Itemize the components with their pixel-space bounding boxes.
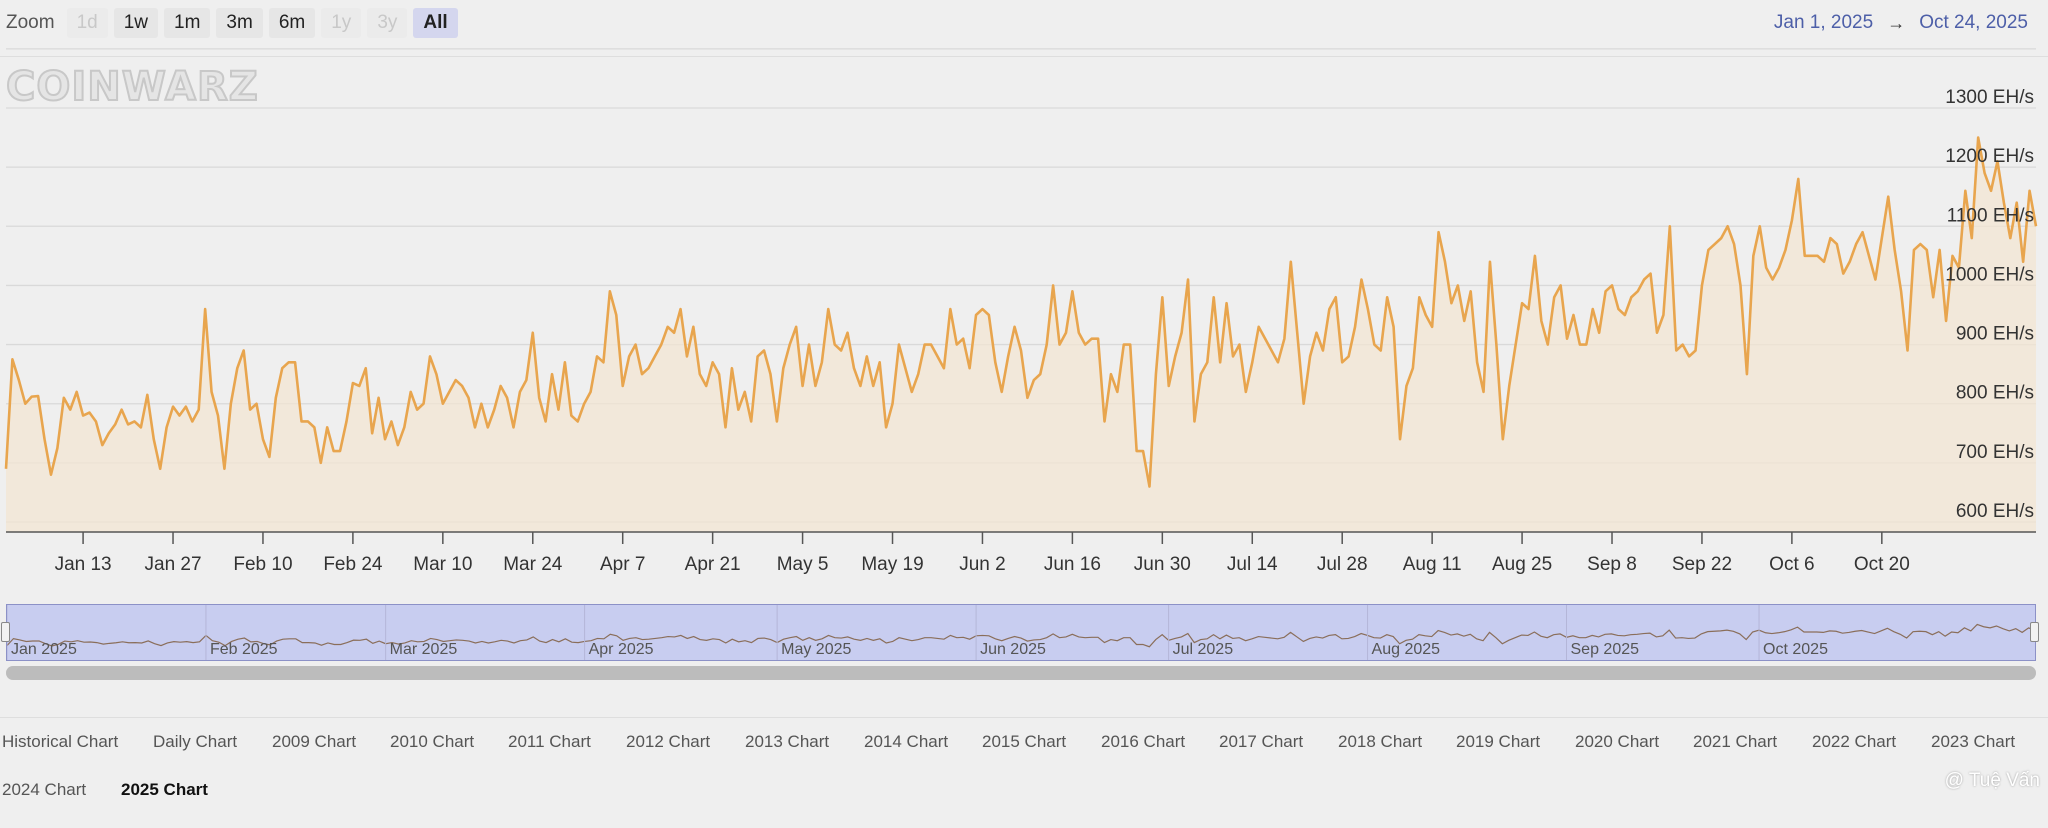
navigator-series: Jan 2025 Feb 2025 Mar 2025 Apr 2025 May 2025… — [7, 605, 2035, 660]
chart-link[interactable]: 2019 Chart — [1456, 732, 1541, 751]
chart-link[interactable]: Daily Chart — [153, 732, 238, 751]
hashrate-chart: COINWARZ 600 EH/s 700 EH/s 800 EH/s 900 EH/… — [4, 48, 2038, 575]
chart-links-row: 2024 Chart 2025 Chart — [0, 780, 2048, 802]
chart-link[interactable]: 2017 Chart — [1219, 732, 1304, 751]
zoom-toolbar: Zoom 1d 1w 1m 3m 6m 1y 3y All — [6, 8, 458, 38]
navigator-label: Apr 2025 — [589, 641, 654, 658]
navigator-label: Sep 2025 — [1571, 641, 1640, 658]
x-tick-label: Sep 8 — [1587, 554, 1637, 575]
zoom-3y-button[interactable]: 3y — [367, 8, 408, 38]
y-tick-label: 1100 EH/s — [1947, 205, 2034, 226]
chart-link[interactable]: 2014 Chart — [864, 732, 949, 751]
x-tick-label: Jul 14 — [1227, 554, 1278, 575]
x-tick-label: Feb 10 — [233, 554, 292, 575]
y-tick-label: 700 EH/s — [1956, 442, 2034, 463]
zoom-1w-button[interactable]: 1w — [113, 8, 159, 38]
chart-link[interactable]: 2018 Chart — [1338, 732, 1423, 751]
zoom-all-button[interactable]: All — [413, 8, 458, 38]
navigator-label: Oct 2025 — [1763, 641, 1828, 658]
chart-link[interactable]: 2011 Chart — [508, 732, 591, 751]
x-tick-label: Mar 24 — [503, 554, 563, 575]
x-tick-label: Jan 27 — [145, 554, 202, 575]
navigator-label: Jan 2025 — [11, 641, 77, 658]
y-tick-label: 1000 EH/s — [1945, 264, 2034, 285]
x-tick-label: Aug 25 — [1492, 554, 1552, 575]
x-tick-label: Apr 21 — [685, 554, 741, 575]
chart-link[interactable]: 2013 Chart — [745, 732, 830, 751]
x-tick-label: Jan 13 — [55, 554, 112, 575]
date-range-from-input[interactable]: Jan 1, 2025 — [1773, 12, 1874, 33]
chart-link[interactable]: 2016 Chart — [1101, 732, 1186, 751]
x-tick-label: Apr 7 — [600, 554, 645, 575]
x-tick-label: Oct 6 — [1769, 554, 1814, 575]
chart-link[interactable]: Historical Chart — [2, 732, 119, 751]
y-tick-label: 600 EH/s — [1956, 501, 2034, 522]
x-tick-label: Jun 30 — [1134, 554, 1191, 575]
navigator-label: Feb 2025 — [210, 641, 278, 658]
zoom-label: Zoom — [6, 12, 55, 33]
y-tick-label: 900 EH/s — [1956, 324, 2034, 345]
x-tick-label: Jul 28 — [1317, 554, 1368, 575]
x-tick-label: May 19 — [861, 554, 923, 575]
date-range: Jan 1, 2025 → Oct 24, 2025 — [1774, 12, 2028, 34]
chart-link[interactable]: 2015 Chart — [982, 732, 1067, 751]
divider — [0, 717, 2048, 718]
y-tick-label: 1300 EH/s — [1945, 87, 2034, 108]
y-tick-label: 800 EH/s — [1956, 383, 2034, 404]
chart-link[interactable]: 2023 Chart — [1931, 732, 2016, 751]
attribution-watermark: @ Tuệ Vấn — [1944, 770, 2040, 791]
chart-link[interactable]: 2020 Chart — [1575, 732, 1660, 751]
navigator-labels: Jan 2025 Feb 2025 Mar 2025 Apr 2025 May 2025… — [7, 605, 1828, 660]
zoom-1y-button[interactable]: 1y — [321, 8, 362, 38]
navigator-label: Mar 2025 — [390, 641, 458, 658]
y-axis: 600 EH/s 700 EH/s 800 EH/s 900 EH/s 1000 EH/… — [1945, 87, 2034, 522]
x-tick-label: Feb 24 — [323, 554, 383, 575]
arrow-right-icon: → — [1887, 12, 1906, 33]
scrollbar[interactable] — [6, 666, 2036, 680]
chart-link[interactable]: 2009 Chart — [272, 732, 357, 751]
navigator-line — [7, 623, 2035, 648]
x-tick-label: Sep 22 — [1672, 554, 1732, 575]
zoom-6m-button[interactable]: 6m — [268, 8, 316, 38]
navigator-label: Jul 2025 — [1173, 641, 1234, 658]
chart-link[interactable]: 2025 Chart — [121, 780, 208, 799]
navigator-label: Aug 2025 — [1372, 641, 1441, 658]
hashrate-line — [4, 136, 2038, 488]
x-axis-ticks: Jan 13 Jan 27 Feb 10 Feb 24 Mar 10 Mar 24 Apr … — [55, 532, 1910, 575]
chart-links-row: Historical Chart Daily Chart 2009 Chart 201… — [0, 732, 2048, 754]
navigator[interactable]: Jan 2025 Feb 2025 Mar 2025 Apr 2025 May 2025… — [6, 604, 2036, 661]
x-tick-label: Mar 10 — [413, 554, 472, 575]
divider — [0, 56, 2048, 57]
y-tick-label: 1200 EH/s — [1945, 146, 2034, 167]
hashrate-area — [6, 137, 2036, 532]
coinwarz-watermark: COINWARZ — [6, 64, 259, 110]
chart-links: Historical Chart Daily Chart 2009 Chart 201… — [0, 732, 2048, 828]
zoom-3m-button[interactable]: 3m — [216, 8, 263, 38]
chart-link[interactable]: 2021 Chart — [1693, 732, 1778, 751]
chart-link[interactable]: 2012 Chart — [626, 732, 711, 751]
scrollbar-thumb[interactable] — [6, 666, 2036, 680]
x-tick-label: Oct 20 — [1854, 554, 1910, 575]
navigator-label: Jun 2025 — [980, 641, 1046, 658]
zoom-1d-button[interactable]: 1d — [66, 8, 108, 38]
chart-link[interactable]: 2022 Chart — [1812, 732, 1897, 751]
chart-link[interactable]: 2010 Chart — [390, 732, 475, 751]
x-tick-label: Aug 11 — [1403, 554, 1462, 575]
x-tick-label: Jun 2 — [959, 554, 1005, 575]
navigator-left-handle[interactable] — [1, 622, 10, 642]
chart-link[interactable]: 2024 Chart — [2, 780, 87, 799]
x-tick-label: May 5 — [777, 554, 829, 575]
zoom-1m-button[interactable]: 1m — [164, 8, 211, 38]
navigator-right-handle[interactable] — [2030, 622, 2039, 642]
navigator-label: May 2025 — [781, 641, 851, 658]
x-tick-label: Jun 16 — [1044, 554, 1101, 575]
date-range-to-input[interactable]: Oct 24, 2025 — [1919, 12, 2028, 33]
